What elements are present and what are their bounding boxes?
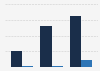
Bar <box>52 66 62 67</box>
Bar <box>11 51 22 67</box>
Bar <box>40 26 52 67</box>
Bar <box>22 66 34 67</box>
Bar <box>70 16 81 67</box>
Bar <box>81 60 92 67</box>
